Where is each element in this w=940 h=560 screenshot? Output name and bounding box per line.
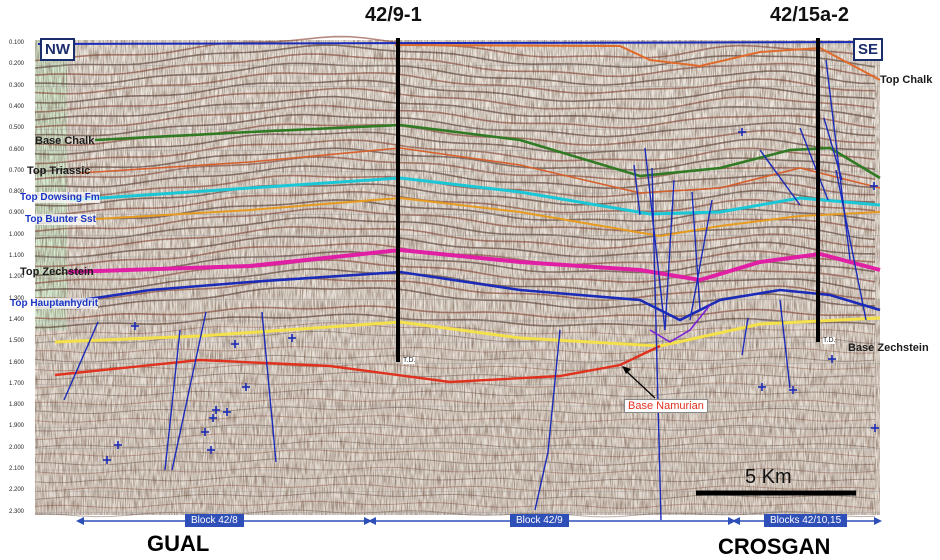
time-tick-label: 1.000 <box>9 232 24 238</box>
field-label-gual: GUAL <box>147 531 209 557</box>
label-base-namurian: Base Namurian <box>624 399 708 413</box>
time-tick-label: 0.800 <box>9 189 24 195</box>
direction-nw: NW <box>40 38 75 61</box>
label-base-zechstein: Base Zechstein <box>848 342 929 354</box>
well-label-42-15a-2: 42/15a-2 <box>770 4 849 27</box>
time-tick-label: 0.100 <box>9 40 24 46</box>
time-tick-label: 1.900 <box>9 423 24 429</box>
time-tick-label: 1.600 <box>9 360 24 366</box>
block-arrow-6 <box>874 517 882 525</box>
block-label-42-10-15: Blocks 42/10,15 <box>764 514 847 527</box>
block-arrow-3 <box>368 517 376 525</box>
time-tick-label: 2.000 <box>9 445 24 451</box>
time-tick-label: 0.600 <box>9 147 24 153</box>
time-tick-label: 0.700 <box>9 168 24 174</box>
time-tick-label: 1.500 <box>9 338 24 344</box>
time-tick-label: 1.300 <box>9 296 24 302</box>
label-base-chalk: Base Chalk <box>35 135 94 147</box>
time-tick-label: 0.500 <box>9 125 24 131</box>
label-top-bunter: Top Bunter Sst <box>25 214 96 225</box>
time-tick-label: 0.900 <box>9 210 24 216</box>
time-tick-label: 1.400 <box>9 317 24 323</box>
scale-bar-label: 5 Km <box>745 466 792 489</box>
block-label-42-9: Block 42/9 <box>510 514 569 527</box>
time-tick-label: 0.200 <box>9 61 24 67</box>
time-tick-label: 1.200 <box>9 274 24 280</box>
td-label-42-15a-2: T.D. <box>823 337 835 344</box>
time-tick-label: 1.800 <box>9 402 24 408</box>
td-label-42-9-1: T.D. <box>403 357 415 364</box>
time-tick-label: 1.700 <box>9 381 24 387</box>
field-label-crosgan: CROSGAN <box>718 534 830 560</box>
time-tick-label: 2.200 <box>9 487 24 493</box>
block-arrow-1 <box>76 517 84 525</box>
label-top-dowsing: Top Dowsing Fm <box>20 192 100 203</box>
time-tick-label: 0.300 <box>9 83 24 89</box>
block-arrow-5 <box>732 517 740 525</box>
block-label-42-8: Block 42/8 <box>185 514 244 527</box>
time-tick-label: 2.100 <box>9 466 24 472</box>
label-top-triassic: Top Triassic <box>27 165 90 177</box>
label-top-zechstein: Top Zechstein <box>20 266 94 278</box>
time-tick-label: 1.100 <box>9 253 24 259</box>
time-tick-label: 0.400 <box>9 104 24 110</box>
label-top-chalk: Top Chalk <box>880 74 932 86</box>
direction-se: SE <box>853 38 883 61</box>
well-label-42-9-1: 42/9-1 <box>365 4 422 27</box>
time-tick-label: 2.300 <box>9 509 24 515</box>
